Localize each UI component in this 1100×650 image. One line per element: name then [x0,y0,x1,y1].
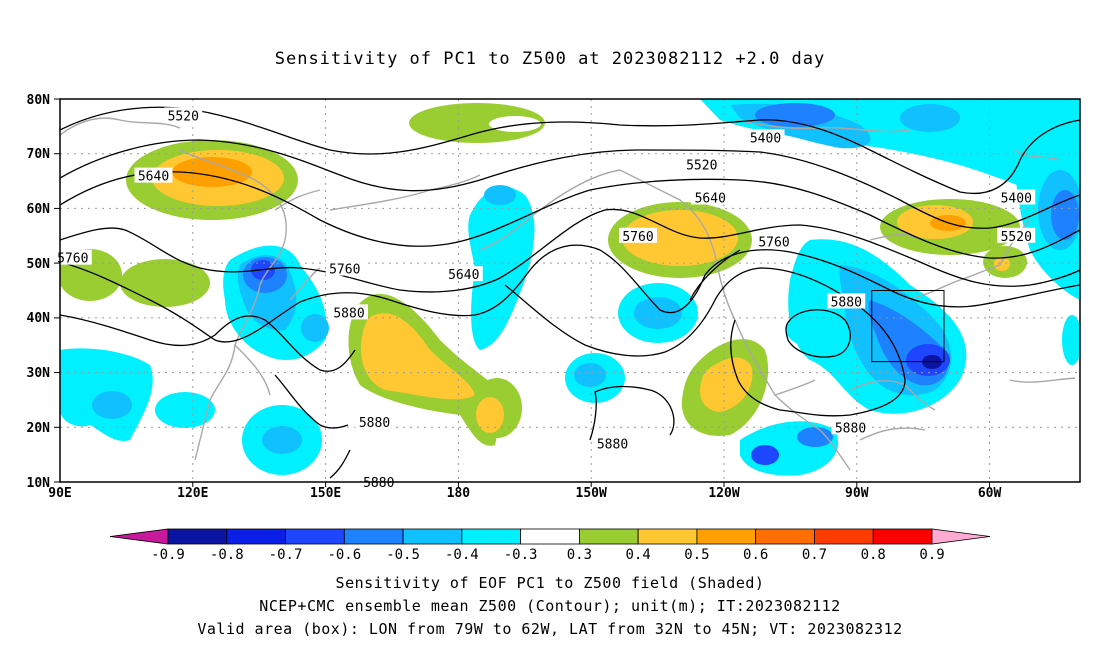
sensitivity-shading [60,99,1080,476]
colorbar-swatch [814,528,874,545]
lat-label: 40N [27,311,51,326]
lat-label: 20N [27,421,51,436]
colorbar-swatch [461,528,522,545]
contour-label-bg [355,413,394,429]
contour-labels: 5520 5400 5520 5640 5640 5400 5760 5760 5640 5760… [53,107,1036,491]
lat-ticks [54,98,60,483]
contour-label: 5760 [622,230,653,245]
colorbar-swatch [167,528,228,545]
contour-label-bg [593,435,632,451]
lon-label: 120E [177,486,208,501]
lon-label: 60W [978,486,1002,501]
contour-label: 5640 [448,268,479,283]
colorbar: -0.9 -0.8 -0.7 -0.6 -0.5 -0.4 -0.3 0.3 0.4 0.5 0.6… [109,528,991,563]
contour-label-bg [997,227,1036,243]
chart-title: Sensitivity of PC1 to Z500 at 2023082112… [274,49,826,69]
contour-label-bg [330,304,368,320]
contour-label: 5640 [695,191,726,206]
lat-axis: 80N 70N 60N 50N 40N 30N 20N 10N [27,93,51,491]
contour-label-bg [325,260,364,276]
lon-axis: 90E 120E 150E 180 150W 120W 90W 60W [48,486,1001,501]
lon-label: 120W [708,486,739,501]
contour-label: 5880 [831,295,862,310]
colorbar-over-arrow [931,528,991,545]
colorbar-tick-label: 0.8 [861,547,886,563]
colorbar-swatch [343,528,404,545]
colorbar-tick-label: 0.4 [626,547,651,563]
colorbar-tick-label: -0.7 [269,547,303,563]
z500-contours [60,106,1080,479]
lon-label: 180 [447,486,471,501]
contour-label: 5520 [1001,230,1032,245]
colorbar-tick-label: -0.3 [504,547,538,563]
contour-label-bg [53,249,92,265]
lat-label: 10N [27,476,51,491]
colorbar-tick-label: 0.5 [684,547,709,563]
colorbar-tick-label: -0.4 [445,547,479,563]
contour-label: 5880 [835,421,866,436]
colorbar-tick-label: 0.9 [919,547,944,563]
lat-label: 50N [27,257,51,272]
colorbar-tick-label: 0.6 [743,547,768,563]
lat-label: 80N [27,93,51,108]
contour-label: 5400 [750,131,781,146]
contour-label: 5880 [363,476,394,491]
footer-caption-contour: NCEP+CMC ensemble mean Z500 (Contour); u… [259,597,841,615]
contour-label: 5520 [686,159,717,174]
contour-label-bg [164,107,203,123]
contour-label-bg [619,227,657,243]
lon-label: 150E [310,486,341,501]
lat-label: 70N [27,147,51,162]
colorbar-swatch [285,528,345,545]
footer-caption-valid-area: Valid area (box): LON from 79W to 62W, L… [197,620,903,638]
contour-label-bg [755,233,793,249]
colorbar-tick-label: -0.6 [327,547,361,563]
colorbar-tick-label: -0.5 [386,547,420,563]
contour-label-bg [746,129,785,145]
grid-lines [60,99,1080,482]
contour-label: 5880 [597,438,628,453]
colorbar-swatch [637,528,698,545]
contour-label: 5760 [758,235,789,250]
colorbar-swatch [755,528,815,545]
colorbar-swatch [578,528,639,545]
colorbar-swatch [226,528,286,545]
contour-label-bg [444,266,483,282]
colorbar-under-arrow [109,528,169,545]
colorbar-tick-label: -0.8 [210,547,244,563]
lat-label: 60N [27,202,51,217]
contour-label: 5880 [333,306,364,321]
footer-caption-shaded: Sensitivity of EOF PC1 to Z500 field (Sh… [335,574,765,592]
contour-label: 5640 [138,170,169,185]
colorbar-swatch [696,528,757,545]
contour-label: 5760 [57,252,88,267]
map-frame [59,98,1081,483]
lat-label: 30N [27,366,51,381]
positive-anomaly-patches [60,103,1027,446]
colorbar-tick-label: -0.9 [151,547,185,563]
valid-area-box [871,290,945,363]
lon-label: 90E [48,486,71,501]
contour-label-bg [691,189,730,205]
colorbar-tick-label: 0.3 [567,547,592,563]
contour-label-bg [682,156,721,172]
lon-label: 150W [576,486,607,501]
contour-label: 5880 [359,416,390,431]
colorbar-tick-label: 0.7 [802,547,827,563]
colorbar-swatch [520,528,580,545]
colorbar-swatch [872,528,933,545]
negative-anomaly-patches [60,99,1080,476]
contour-label-bg [827,293,866,309]
contour-label: 5400 [1001,191,1032,206]
lon-label: 90W [845,486,869,501]
lon-ticks [192,482,991,487]
contour-label-bg [134,167,173,183]
contour-label: 5520 [168,109,199,124]
contour-label-bg [831,419,870,435]
contour-label-bg [997,189,1036,205]
colorbar-swatch [402,528,463,545]
contour-label: 5760 [329,263,360,278]
